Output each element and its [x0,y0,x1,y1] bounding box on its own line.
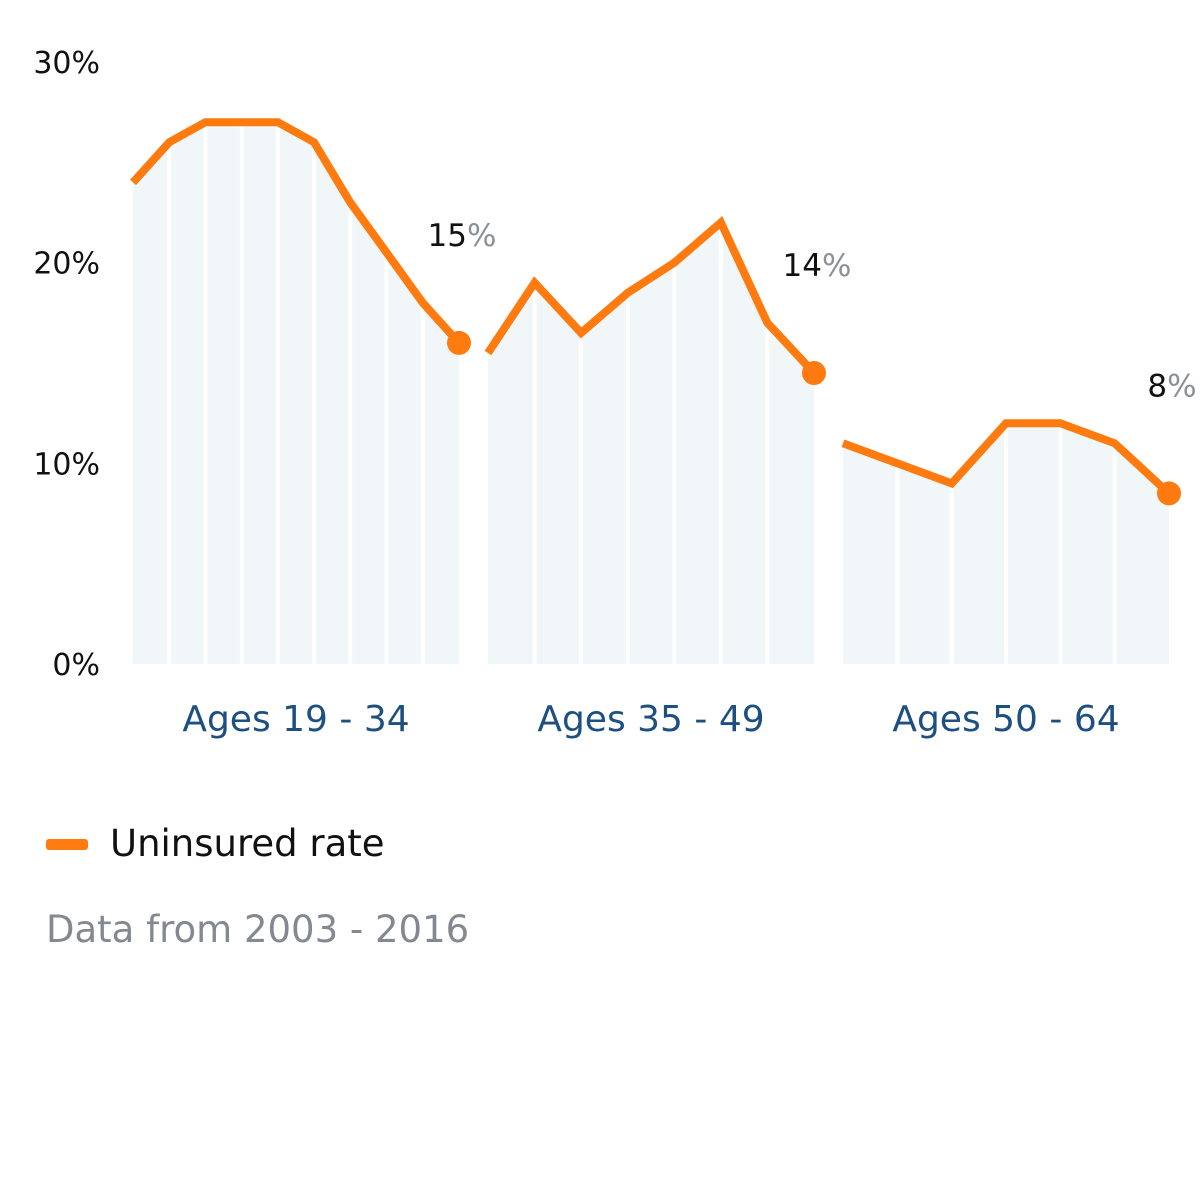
end-value-label: 15% [428,218,497,254]
data-range-note: Data from 2003 - 2016 [46,908,470,951]
legend: Uninsured rate [46,818,385,870]
panel: 14% Ages 35 - 49 [484,216,852,740]
end-value-label: 8% [1147,368,1196,404]
category-label: Ages 35 - 49 [537,699,764,740]
end-point [447,330,471,355]
y-tick-label: 10% [33,447,100,482]
end-point [1157,481,1181,506]
end-value-unit: % [467,218,496,254]
category-label: Ages 50 - 64 [892,699,1119,740]
area-fill [488,222,814,664]
y-tick-label: 20% [33,247,100,282]
end-value-number: 15 [428,218,467,254]
end-value-unit: % [1167,368,1196,404]
category-label: Ages 19 - 34 [182,699,409,740]
series-line-uninsured-rate [841,419,1172,497]
end-point [802,361,826,385]
panel: 15% Ages 19 - 34 [130,118,497,740]
legend-label: Uninsured rate [110,822,385,865]
panel: 8% Ages 50 - 64 [841,368,1197,740]
series-line-uninsured-rate [130,118,462,346]
series-line-uninsured-rate [484,216,817,376]
end-value-label: 14% [783,248,852,284]
area-fill [133,122,459,664]
chart-panels: 15% Ages 19 - 34 14% Ages 35 - 49 8% Ages 50 … [130,118,1197,740]
end-value-number: 14 [783,248,822,284]
end-value-number: 8 [1147,368,1167,404]
line-chart: 30% 20% 10% 0% 15% Ages 19 - 34 14% Ages 35 - … [33,46,1197,740]
legend-swatch-uninsured-rate [46,838,88,850]
end-value-unit: % [822,248,851,284]
y-tick-label: 0% [52,648,100,683]
y-tick-label: 30% [33,46,100,81]
y-axis: 30% 20% 10% 0% [33,46,100,683]
